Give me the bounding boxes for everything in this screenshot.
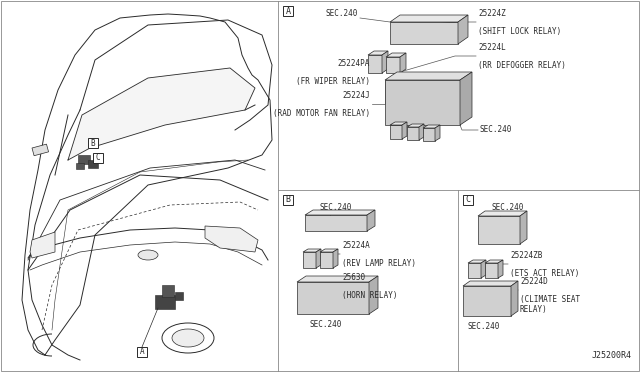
Polygon shape — [478, 216, 520, 244]
Polygon shape — [303, 252, 316, 268]
Text: SEC.240: SEC.240 — [492, 203, 524, 212]
Text: SEC.240: SEC.240 — [468, 322, 500, 331]
Bar — [78, 155, 90, 164]
Bar — [32, 144, 49, 156]
Bar — [463, 195, 473, 205]
Text: 25224A: 25224A — [342, 241, 370, 250]
Polygon shape — [419, 124, 424, 140]
Text: B: B — [285, 196, 291, 205]
Polygon shape — [468, 263, 481, 278]
Polygon shape — [390, 15, 468, 22]
Text: 25224L: 25224L — [478, 43, 506, 52]
Polygon shape — [390, 22, 458, 44]
Text: 25630: 25630 — [342, 273, 365, 282]
Bar — [88, 138, 98, 148]
Polygon shape — [22, 14, 272, 355]
Text: A: A — [285, 6, 291, 16]
Polygon shape — [386, 53, 406, 57]
Text: C: C — [96, 154, 100, 163]
Text: 25224ZB: 25224ZB — [510, 251, 542, 260]
Polygon shape — [386, 57, 400, 73]
Text: (RAD MOTOR FAN RELAY): (RAD MOTOR FAN RELAY) — [273, 109, 370, 118]
Polygon shape — [423, 128, 435, 141]
Polygon shape — [320, 249, 338, 252]
Polygon shape — [316, 249, 321, 268]
Bar — [155, 295, 175, 309]
Polygon shape — [460, 72, 472, 125]
Text: SEC.240: SEC.240 — [326, 9, 358, 18]
Polygon shape — [485, 263, 498, 278]
Polygon shape — [463, 281, 518, 286]
Text: SEC.240: SEC.240 — [310, 320, 342, 329]
Polygon shape — [30, 232, 55, 258]
Bar — [175, 292, 183, 300]
Polygon shape — [205, 226, 258, 252]
Polygon shape — [468, 260, 486, 263]
Bar — [76, 163, 84, 169]
Polygon shape — [367, 210, 375, 231]
Polygon shape — [390, 125, 402, 139]
Polygon shape — [382, 51, 388, 73]
Text: 25224PA: 25224PA — [338, 59, 370, 68]
Polygon shape — [385, 80, 460, 125]
Text: B: B — [91, 138, 95, 148]
Text: SEC.240: SEC.240 — [320, 203, 353, 212]
Polygon shape — [458, 15, 468, 44]
Polygon shape — [305, 210, 375, 215]
Polygon shape — [463, 286, 511, 316]
Polygon shape — [369, 276, 378, 314]
Text: C: C — [465, 196, 470, 205]
Text: 25224J: 25224J — [342, 91, 370, 100]
Polygon shape — [520, 211, 527, 244]
Polygon shape — [333, 249, 338, 268]
Polygon shape — [297, 282, 369, 314]
Bar — [283, 195, 293, 205]
Polygon shape — [385, 72, 472, 80]
Polygon shape — [368, 55, 382, 73]
Bar — [137, 347, 147, 357]
Polygon shape — [511, 281, 518, 316]
Polygon shape — [485, 260, 503, 263]
Text: (RR DEFOGGER RELAY): (RR DEFOGGER RELAY) — [478, 61, 566, 70]
Polygon shape — [481, 260, 486, 278]
Polygon shape — [407, 124, 424, 127]
Polygon shape — [402, 122, 407, 139]
Polygon shape — [423, 125, 440, 128]
Text: SEC.240: SEC.240 — [480, 125, 513, 135]
Text: (HORN RELAY): (HORN RELAY) — [342, 291, 397, 300]
Polygon shape — [368, 51, 388, 55]
Text: (REV LAMP RELAY): (REV LAMP RELAY) — [342, 259, 416, 268]
Ellipse shape — [138, 250, 158, 260]
Ellipse shape — [172, 329, 204, 347]
Bar — [162, 285, 174, 297]
Polygon shape — [478, 211, 527, 216]
Ellipse shape — [162, 323, 214, 353]
Polygon shape — [303, 249, 321, 252]
Polygon shape — [68, 68, 255, 160]
Text: (SHIFT LOCK RELAY): (SHIFT LOCK RELAY) — [478, 27, 561, 36]
Text: (CLIMATE SEAT
RELAY): (CLIMATE SEAT RELAY) — [520, 295, 580, 314]
Polygon shape — [407, 127, 419, 140]
Text: 25224D: 25224D — [520, 277, 548, 286]
Text: A: A — [140, 347, 144, 356]
Polygon shape — [390, 122, 407, 125]
Polygon shape — [435, 125, 440, 141]
Polygon shape — [305, 215, 367, 231]
Polygon shape — [320, 252, 333, 268]
Text: 25224Z: 25224Z — [478, 9, 506, 18]
Text: J25200R4: J25200R4 — [592, 351, 632, 360]
Polygon shape — [297, 276, 378, 282]
Text: (FR WIPER RELAY): (FR WIPER RELAY) — [296, 77, 370, 86]
Text: (ETS ACT RELAY): (ETS ACT RELAY) — [510, 269, 579, 278]
Bar — [283, 6, 293, 16]
Bar — [88, 160, 98, 168]
Bar — [93, 153, 103, 163]
Polygon shape — [498, 260, 503, 278]
Polygon shape — [400, 53, 406, 73]
